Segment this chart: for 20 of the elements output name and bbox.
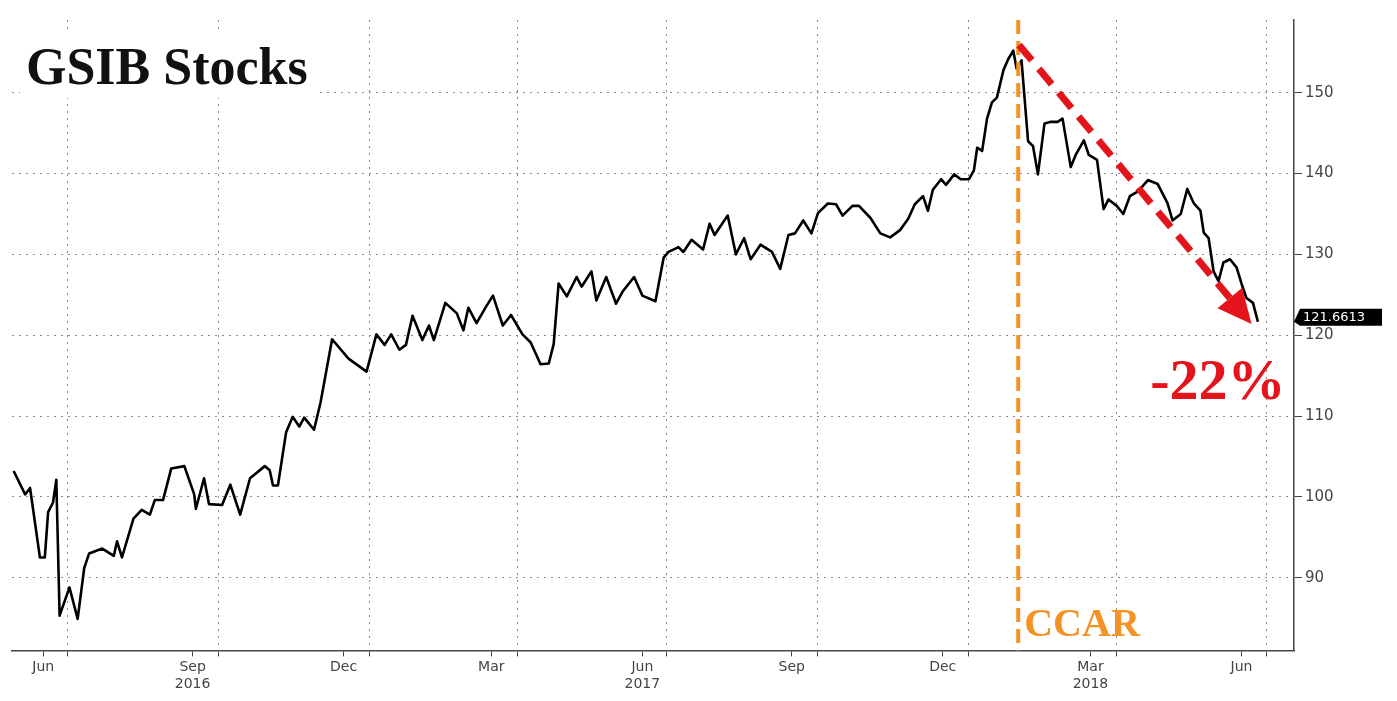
y-tick-label: 150 (1305, 82, 1334, 101)
x-tick-label: Dec (330, 658, 358, 675)
x-tick-label: Mar (478, 658, 505, 675)
text: 121.6613 (1303, 308, 1366, 324)
y-tick-label: 120 (1305, 325, 1334, 344)
x-tick-label: Sep (778, 658, 806, 675)
x-tick-label: Mar 2018 (1072, 658, 1109, 692)
y-tick-label: 140 (1305, 163, 1334, 182)
annotation: -22% (1150, 346, 1286, 412)
y-tick-label: 90 (1305, 567, 1325, 586)
y-tick-label: 130 (1305, 244, 1334, 263)
x-tick-label: Jun (1229, 658, 1253, 675)
x-tick-label: Jun (31, 658, 55, 675)
y-tick-label: 100 (1305, 486, 1334, 505)
chart-title: GSIB Stocks (26, 38, 308, 95)
x-tick-label: Dec (929, 658, 957, 675)
x-tick-label: Jun 2017 (624, 658, 661, 692)
ref-line-label: CCAR (1024, 600, 1141, 646)
x-tick-label: Sep 2016 (174, 658, 211, 692)
y-tick-label: 110 (1305, 405, 1334, 424)
